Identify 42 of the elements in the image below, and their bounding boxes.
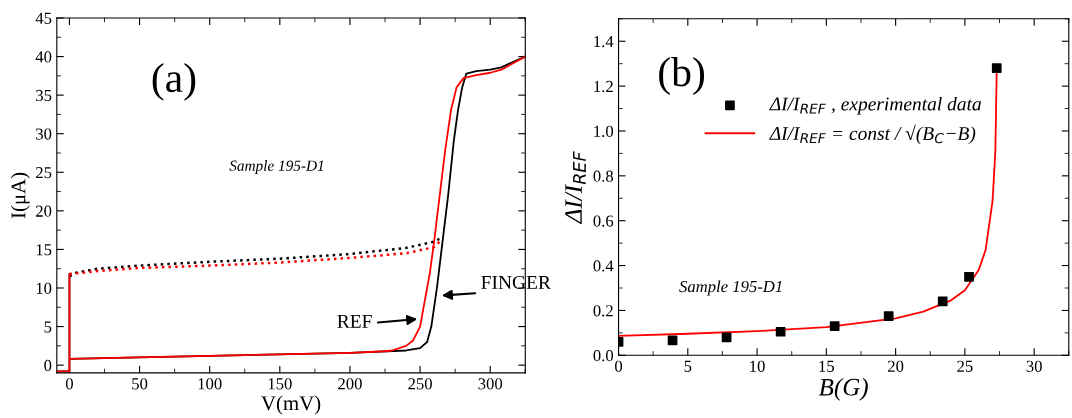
- x-tick-label: 150: [268, 378, 292, 390]
- x-tick-label: 25: [957, 360, 973, 372]
- x-tick-label: 10: [750, 360, 765, 372]
- y-axis-title: I(μA): [10, 172, 30, 219]
- x-tick-label: 50: [132, 378, 148, 390]
- legend-label: ΔI/I$_{REF}$ , experimental data: [769, 96, 981, 115]
- y-tick-label: 40: [35, 51, 52, 63]
- y-tick-label: 1.0: [594, 125, 614, 137]
- y-tick-label: 1.2: [594, 80, 613, 93]
- x-axis-title: V(mV): [261, 395, 321, 415]
- y-tick-label: 45: [35, 12, 52, 24]
- annotation: REF: [337, 314, 372, 328]
- y-tick-label: 0.8: [593, 170, 614, 182]
- y-tick-label: 0.4: [593, 260, 614, 272]
- annotation: Sample 195-D1: [679, 280, 782, 296]
- x-tick-label: 0: [615, 360, 623, 372]
- y-tick-label: 30: [36, 128, 52, 140]
- annotation: (a): [152, 62, 196, 101]
- y-axis-title: ΔI/I$_{REF}$: [565, 151, 586, 225]
- x-tick-label: 0: [65, 378, 73, 390]
- y-tick-label: 0.2: [593, 305, 613, 317]
- y-tick-label: 15: [36, 244, 52, 256]
- x-axis-title: B(G): [818, 378, 868, 401]
- x-tick-label: 250: [408, 378, 432, 390]
- legend-label: ΔI/I$_{REF}$ = const / √(B$_{C}$−B): [769, 124, 976, 145]
- x-tick-label: 20: [888, 360, 904, 372]
- x-tick-label: 15: [819, 360, 835, 372]
- y-tick-label: 5: [44, 321, 52, 333]
- y-tick-label: 20: [36, 205, 52, 217]
- x-tick-label: 100: [198, 378, 222, 390]
- y-tick-label: 25: [36, 167, 52, 179]
- y-tick-label: 1.4: [594, 36, 614, 48]
- y-tick-label: 0.0: [593, 350, 614, 362]
- x-tick-label: 5: [684, 360, 692, 372]
- y-tick-label: 10: [36, 282, 52, 294]
- x-tick-label: 30: [1026, 360, 1042, 372]
- annotation: Sample 195-D1: [229, 160, 324, 174]
- x-tick-label: 200: [338, 378, 362, 390]
- y-tick-label: 35: [36, 89, 52, 102]
- y-tick-label: 0.6: [593, 215, 614, 227]
- annotation: (b): [659, 57, 705, 95]
- x-tick-label: 300: [478, 378, 503, 390]
